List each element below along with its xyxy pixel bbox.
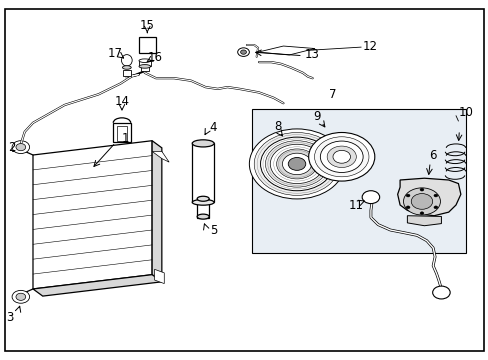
Text: 9: 9	[313, 110, 321, 123]
Bar	[192, 143, 214, 202]
Circle shape	[403, 188, 440, 215]
Text: 13: 13	[305, 49, 319, 62]
Ellipse shape	[122, 66, 131, 69]
Polygon shape	[397, 178, 460, 216]
Circle shape	[410, 194, 432, 209]
Bar	[197, 199, 209, 219]
Ellipse shape	[197, 214, 209, 219]
Text: 1: 1	[122, 132, 129, 145]
Ellipse shape	[121, 55, 132, 66]
Circle shape	[406, 206, 409, 209]
Circle shape	[270, 144, 323, 184]
Circle shape	[332, 150, 350, 163]
Ellipse shape	[192, 199, 214, 205]
Polygon shape	[258, 46, 314, 55]
Bar	[251, 109, 465, 253]
Circle shape	[260, 137, 333, 191]
Circle shape	[314, 137, 368, 177]
Ellipse shape	[139, 64, 150, 68]
Circle shape	[433, 194, 437, 197]
Circle shape	[265, 141, 328, 187]
Circle shape	[406, 194, 409, 197]
Polygon shape	[152, 141, 162, 282]
Circle shape	[362, 191, 379, 203]
Text: 12: 12	[362, 40, 377, 53]
Circle shape	[433, 206, 437, 209]
Polygon shape	[33, 141, 152, 289]
Text: 8: 8	[273, 120, 281, 133]
Circle shape	[249, 129, 344, 199]
Text: 14: 14	[114, 95, 129, 108]
Bar	[113, 123, 130, 143]
Circle shape	[308, 132, 374, 181]
Bar	[139, 61, 150, 66]
Ellipse shape	[139, 59, 150, 63]
Circle shape	[432, 286, 449, 299]
Polygon shape	[33, 275, 162, 296]
Circle shape	[16, 144, 26, 151]
Circle shape	[419, 212, 423, 215]
Text: 2: 2	[8, 141, 15, 154]
Ellipse shape	[192, 140, 214, 147]
Bar	[122, 70, 130, 76]
Circle shape	[12, 141, 30, 154]
Circle shape	[320, 141, 363, 172]
Polygon shape	[407, 216, 441, 226]
Circle shape	[419, 188, 423, 191]
Circle shape	[282, 153, 311, 175]
Text: 7: 7	[328, 89, 336, 102]
Text: 6: 6	[428, 149, 436, 162]
Text: 4: 4	[209, 121, 216, 134]
Circle shape	[237, 48, 249, 57]
Bar	[138, 37, 156, 53]
Polygon shape	[152, 152, 169, 162]
Ellipse shape	[197, 196, 209, 201]
Circle shape	[326, 146, 356, 167]
Bar	[117, 126, 126, 141]
Text: 5: 5	[210, 224, 217, 237]
Text: 3: 3	[6, 311, 13, 324]
Circle shape	[12, 291, 30, 303]
Text: 16: 16	[148, 51, 163, 64]
Circle shape	[254, 132, 339, 195]
Bar	[141, 66, 148, 71]
Circle shape	[240, 50, 246, 54]
Polygon shape	[154, 269, 164, 284]
Circle shape	[16, 293, 26, 300]
Text: 11: 11	[348, 198, 363, 212]
Text: 17: 17	[107, 47, 122, 60]
Circle shape	[276, 149, 317, 179]
Text: 10: 10	[457, 105, 472, 119]
Circle shape	[287, 157, 305, 170]
Text: 15: 15	[140, 19, 154, 32]
